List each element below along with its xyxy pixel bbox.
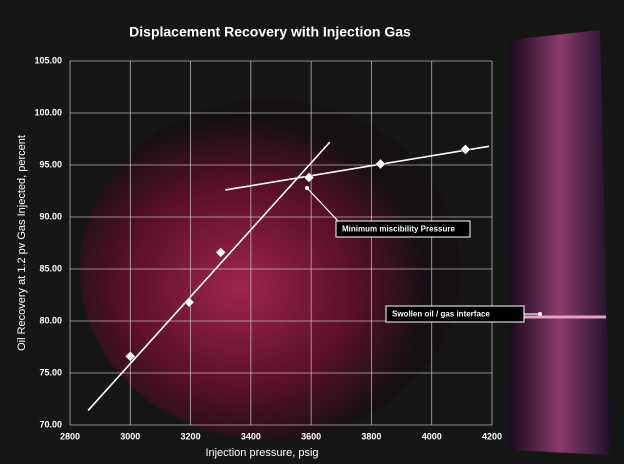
y-tick-label: 100.00 (34, 107, 62, 117)
x-tick-label: 2800 (60, 431, 80, 441)
annotation: Minimum miscibility Pressure (342, 225, 455, 234)
x-tick-label: 4000 (422, 431, 442, 441)
x-tick-label: 3200 (181, 431, 201, 441)
data-point (460, 144, 471, 155)
x-tick-label: 4200 (482, 431, 502, 441)
data-point (183, 296, 195, 308)
x-tick-label: 3400 (241, 431, 261, 441)
y-axis-label: Oil Recovery at 1.2 pv Gas Injected, per… (16, 135, 28, 351)
x-axis-label: Injection pressure, psig (205, 447, 318, 459)
data-point (303, 172, 315, 183)
trend-line (225, 145, 490, 191)
y-tick-label: 80.00 (39, 315, 62, 325)
y-tick-label: 95.00 (39, 159, 62, 169)
background-photo (80, 100, 460, 440)
x-tick-label: 3800 (361, 431, 381, 441)
y-tick-label: 90.00 (39, 211, 62, 221)
data-point (215, 247, 227, 258)
y-tick-label: 105.00 (34, 55, 62, 65)
y-tick-label: 85.00 (39, 263, 62, 273)
data-point (375, 158, 386, 170)
x-tick-label: 3600 (301, 431, 321, 441)
annotation: Swollen oil / gas interface (392, 310, 490, 319)
arrow-head (305, 186, 309, 190)
y-tick-label: 75.00 (39, 367, 62, 377)
chart-title: Displacement Recovery with Injection Gas (129, 24, 411, 40)
side-photo (510, 30, 610, 455)
data-point (124, 351, 136, 362)
arrow-head (538, 312, 542, 316)
y-tick-label: 70.00 (39, 419, 62, 429)
trend-line (87, 141, 331, 411)
annotation-arrow (306, 187, 339, 222)
x-tick-label: 3000 (120, 431, 140, 441)
annotation-box (335, 220, 471, 238)
annotation-box (385, 305, 525, 323)
